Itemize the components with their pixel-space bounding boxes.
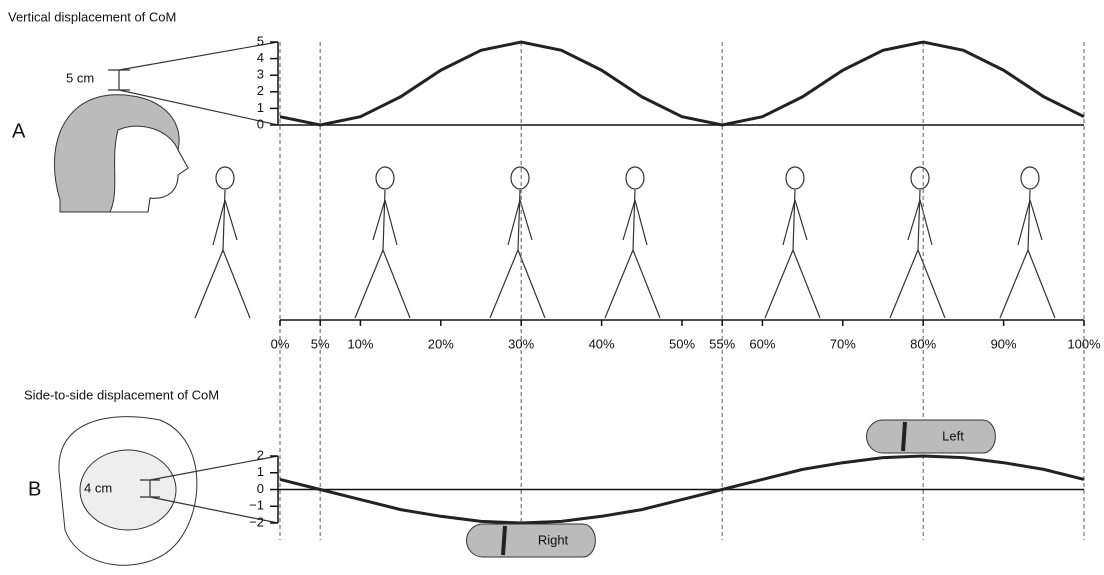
scale-label: 4 cm bbox=[84, 480, 112, 495]
footprint bbox=[867, 420, 996, 453]
y-tick-label: 1 bbox=[257, 464, 264, 479]
x-tick-label: 5% bbox=[311, 336, 330, 351]
chart-title: Vertical displacement of CoM bbox=[8, 9, 176, 24]
x-tick-label: 10% bbox=[347, 336, 373, 351]
x-tick-label: 90% bbox=[991, 336, 1017, 351]
y-tick-label: −1 bbox=[249, 498, 264, 513]
y-tick-label: 2 bbox=[257, 83, 264, 98]
figure: Vertical displacement of CoM A Side-to-s… bbox=[0, 0, 1104, 575]
data-line bbox=[280, 42, 1084, 125]
chart-title: Side-to-side displacement of CoM bbox=[24, 387, 219, 402]
y-tick-label: 0 bbox=[257, 116, 264, 131]
footprint-label: Right bbox=[538, 532, 569, 547]
head-top-illustration: 4 cm bbox=[59, 417, 278, 566]
x-tick-label: 20% bbox=[428, 336, 454, 351]
footprint-strap bbox=[903, 422, 905, 451]
y-tick-label: 3 bbox=[257, 67, 264, 82]
walker-figure bbox=[765, 167, 820, 318]
x-tick-label: 80% bbox=[910, 336, 936, 351]
y-tick-label: −2 bbox=[249, 514, 264, 529]
walker-figure bbox=[490, 167, 545, 318]
y-tick-label: 2 bbox=[257, 447, 264, 462]
x-tick-label: 55% bbox=[709, 336, 735, 351]
head-illustration: 5 cm bbox=[54, 42, 278, 212]
panel-label: B bbox=[28, 478, 41, 500]
y-tick-label: 1 bbox=[257, 100, 264, 115]
footprint bbox=[467, 524, 596, 557]
y-tick-label: 4 bbox=[257, 50, 264, 65]
walker-figure bbox=[195, 167, 250, 318]
x-tick-label: 50% bbox=[669, 336, 695, 351]
x-tick-label: 100% bbox=[1067, 336, 1101, 351]
walker-figure bbox=[1000, 167, 1055, 318]
x-tick-label: 30% bbox=[508, 336, 534, 351]
x-tick-label: 0% bbox=[271, 336, 290, 351]
x-tick-label: 70% bbox=[830, 336, 856, 351]
scale-label: 5 cm bbox=[66, 70, 94, 85]
walker-figure bbox=[890, 167, 945, 318]
y-tick-label: 0 bbox=[257, 481, 264, 496]
y-tick-label: 5 bbox=[257, 33, 264, 48]
walker-figure bbox=[355, 167, 410, 318]
panel-label: A bbox=[12, 120, 26, 142]
x-tick-label: 40% bbox=[589, 336, 615, 351]
footprint-label: Left bbox=[942, 428, 964, 443]
footprint-strap bbox=[503, 526, 505, 555]
walker-figure bbox=[605, 167, 660, 318]
x-tick-label: 60% bbox=[749, 336, 775, 351]
